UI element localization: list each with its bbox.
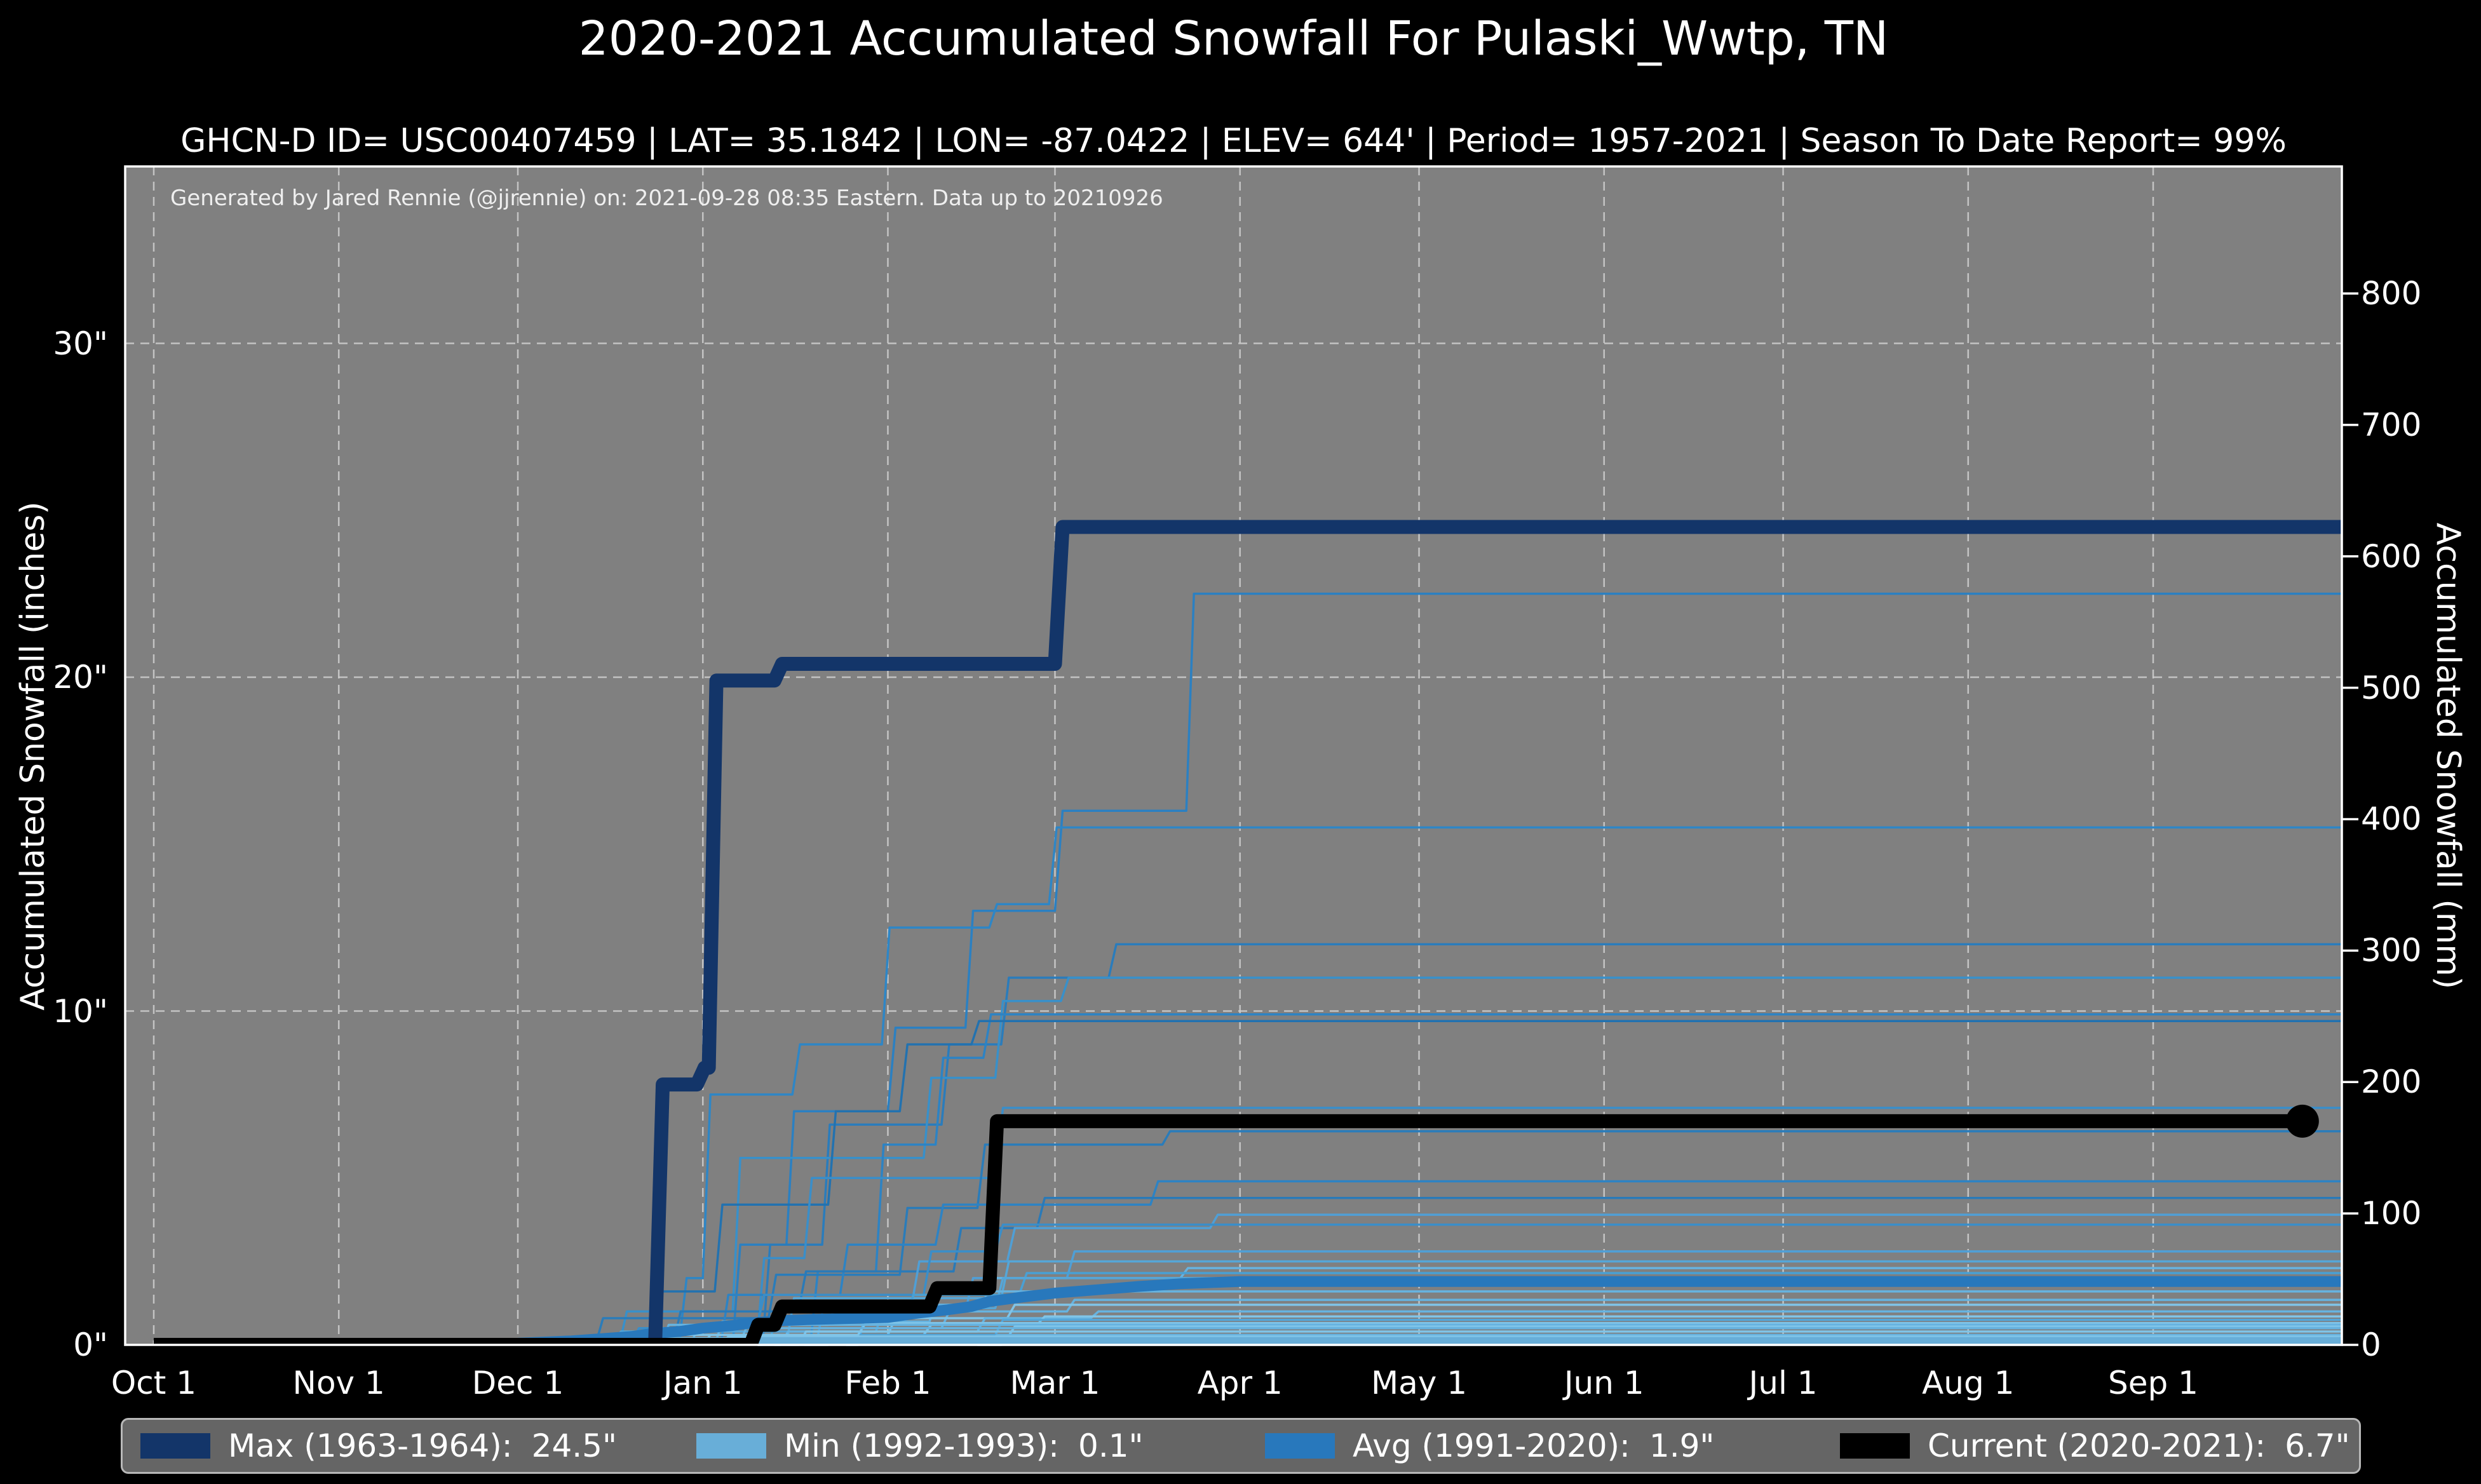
y-axis-label-mm: Accumulated Snowfall (mm) [2429, 522, 2467, 990]
legend-value: 0.1" [1078, 1427, 1144, 1464]
right-tick-label: 400 [2361, 800, 2422, 838]
historical-year-line [745, 1107, 2342, 1346]
historical-year-line [661, 1197, 2342, 1346]
max-line-swatch [140, 1433, 210, 1459]
avg-line-swatch [1265, 1433, 1335, 1459]
x-tick-label: Jul 1 [1748, 1365, 1818, 1401]
plot-area [125, 166, 2342, 1345]
y-axis-label-inches: Accumulated Snowfall (inches) [14, 501, 52, 1011]
min-line-swatch [696, 1433, 766, 1459]
x-tick-label: Jun 1 [1564, 1365, 1644, 1401]
current-line-swatch [1840, 1433, 1910, 1459]
right-tick-label: 600 [2361, 537, 2422, 575]
legend-value: 1.9" [1649, 1427, 1715, 1464]
left-tick-label: 30" [53, 325, 108, 362]
x-tick-label: Apr 1 [1197, 1365, 1283, 1401]
x-tick-label: Feb 1 [844, 1365, 931, 1401]
historical-year-line [708, 1180, 2342, 1346]
current-end-dot [2285, 1104, 2319, 1138]
legend-value: 24.5" [531, 1427, 617, 1464]
left-tick-label: 0" [73, 1326, 108, 1363]
x-tick-label: Mar 1 [1010, 1365, 1100, 1401]
historical-year-line [666, 826, 2342, 1346]
x-tick-label: Sep 1 [2108, 1365, 2198, 1401]
legend-entry-max: Max (1963-1964): 24.5" [140, 1420, 617, 1472]
legend-label: Min (1992-1993): [784, 1427, 1060, 1464]
x-tick-label: Aug 1 [1922, 1365, 2015, 1401]
station-metadata-subtitle: GHCN-D ID= USC00407459 | LAT= 35.1842 | … [180, 122, 2287, 160]
legend-entry-min: Min (1992-1993): 0.1" [696, 1420, 1144, 1472]
historical-year-line [583, 1130, 2342, 1346]
x-tick-label: Nov 1 [292, 1365, 385, 1401]
left-tick-label: 20" [53, 659, 108, 696]
legend: Max (1963-1964): 24.5" Min (1992-1993): … [121, 1418, 2361, 1474]
max-line [154, 520, 2342, 1352]
legend-label: Max (1963-1964): [228, 1427, 513, 1464]
current-line [154, 1114, 2302, 1352]
legend-value: 6.7" [2285, 1427, 2350, 1464]
generated-by-annotation: Generated by Jared Rennie (@jjrennie) on… [170, 186, 1163, 211]
right-tick-label: 800 [2361, 274, 2422, 312]
right-tick-label: 100 [2361, 1195, 2422, 1232]
left-tick-label: 10" [53, 992, 108, 1030]
plot-border [124, 165, 2343, 1346]
legend-label: Current (2020-2021): [1928, 1427, 2266, 1464]
legend-label: Avg (1991-2020): [1353, 1427, 1630, 1464]
x-tick-label: Dec 1 [471, 1365, 564, 1401]
x-tick-label: May 1 [1370, 1365, 1468, 1401]
avg-line [154, 1276, 2342, 1351]
right-tick-label: 300 [2361, 932, 2422, 969]
legend-entry-avg: Avg (1991-2020): 1.9" [1265, 1420, 1714, 1472]
legend-entry-current: Current (2020-2021): 6.7" [1840, 1420, 2350, 1472]
x-tick-label: Oct 1 [111, 1365, 197, 1401]
right-tick-label: 500 [2361, 669, 2422, 706]
right-tick-label: 200 [2361, 1063, 2422, 1101]
page-title: 2020-2021 Accumulated Snowfall For Pulas… [578, 11, 1889, 66]
historical-year-line [637, 1020, 2342, 1346]
right-tick-label: 0 [2361, 1326, 2381, 1363]
right-tick-label: 700 [2361, 406, 2422, 443]
x-tick-label: Jan 1 [663, 1365, 743, 1401]
